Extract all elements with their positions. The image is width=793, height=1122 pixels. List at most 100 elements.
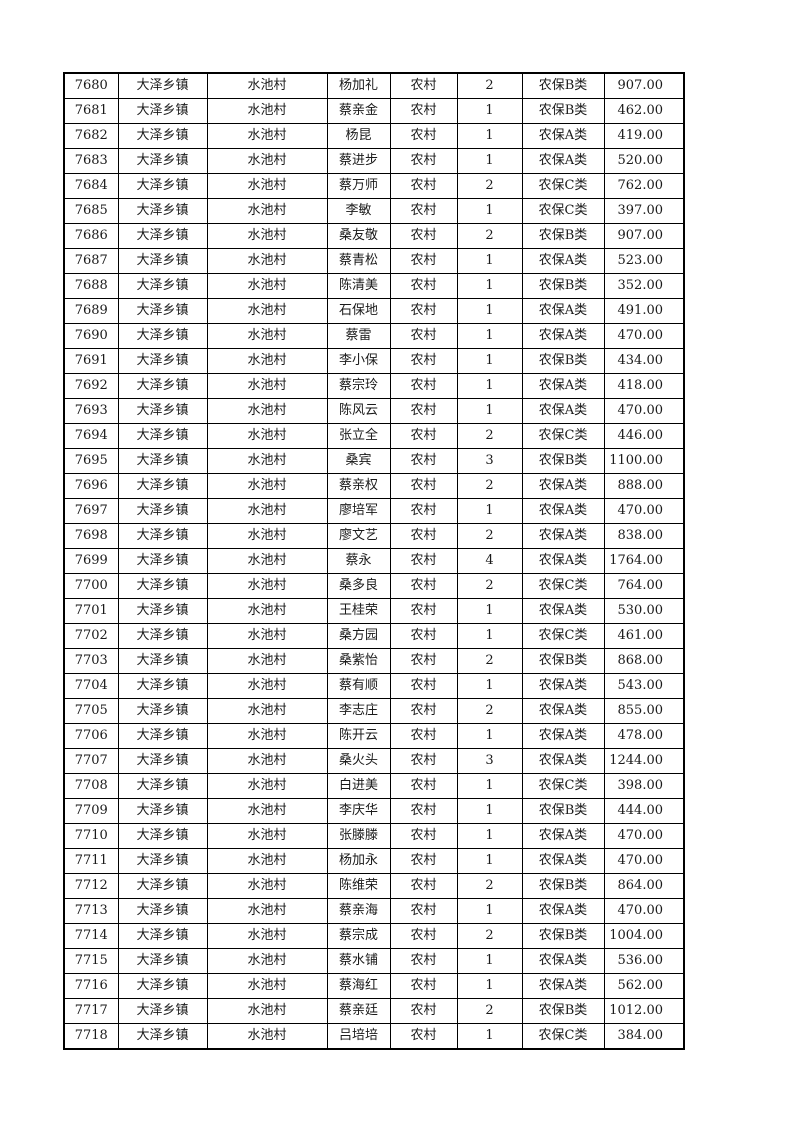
cell-residence-type: 农村 (389, 823, 458, 849)
cell-insurance-class: 农保A类 (521, 723, 605, 749)
cell-township: 大泽乡镇 (117, 498, 208, 524)
cell-insurance-class: 农保A类 (521, 748, 605, 774)
cell-residence-type: 农村 (389, 273, 458, 299)
cell-village: 水池村 (206, 798, 328, 824)
table-row: 7703 大泽乡镇 水池村 桑紫怡 农村 2 农保B类 868.00 (63, 648, 685, 674)
cell-person-count: 1 (456, 273, 523, 299)
cell-township: 大泽乡镇 (117, 598, 208, 624)
cell-amount: 1004.00 (603, 923, 685, 949)
cell-serial-no: 7703 (63, 648, 119, 674)
cell-insurance-class: 农保B类 (521, 648, 605, 674)
cell-serial-no: 7680 (63, 72, 119, 99)
cell-serial-no: 7700 (63, 573, 119, 599)
cell-residence-type: 农村 (389, 998, 458, 1024)
cell-amount: 762.00 (603, 173, 685, 199)
cell-person-count: 1 (456, 973, 523, 999)
cell-serial-no: 7698 (63, 523, 119, 549)
cell-residence-type: 农村 (389, 873, 458, 899)
cell-serial-no: 7693 (63, 398, 119, 424)
cell-name: 杨加礼 (326, 72, 391, 99)
cell-residence-type: 农村 (389, 948, 458, 974)
cell-village: 水池村 (206, 573, 328, 599)
cell-village: 水池村 (206, 223, 328, 249)
cell-person-count: 2 (456, 698, 523, 724)
cell-township: 大泽乡镇 (117, 923, 208, 949)
cell-name: 张滕滕 (326, 823, 391, 849)
cell-name: 蔡亲金 (326, 98, 391, 124)
cell-township: 大泽乡镇 (117, 123, 208, 149)
cell-amount: 543.00 (603, 673, 685, 699)
cell-person-count: 1 (456, 598, 523, 624)
cell-serial-no: 7681 (63, 98, 119, 124)
cell-serial-no: 7712 (63, 873, 119, 899)
cell-serial-no: 7699 (63, 548, 119, 574)
cell-residence-type: 农村 (389, 623, 458, 649)
cell-name: 蔡雷 (326, 323, 391, 349)
cell-residence-type: 农村 (389, 323, 458, 349)
cell-residence-type: 农村 (389, 673, 458, 699)
table-row: 7697 大泽乡镇 水池村 廖培军 农村 1 农保A类 470.00 (63, 498, 685, 524)
cell-amount: 491.00 (603, 298, 685, 324)
cell-township: 大泽乡镇 (117, 673, 208, 699)
table-row: 7694 大泽乡镇 水池村 张立全 农村 2 农保C类 446.00 (63, 423, 685, 449)
cell-village: 水池村 (206, 123, 328, 149)
cell-person-count: 1 (456, 798, 523, 824)
cell-person-count: 1 (456, 623, 523, 649)
cell-village: 水池村 (206, 548, 328, 574)
cell-person-count: 2 (456, 923, 523, 949)
cell-name: 陈维荣 (326, 873, 391, 899)
cell-residence-type: 农村 (389, 398, 458, 424)
cell-serial-no: 7691 (63, 348, 119, 374)
cell-residence-type: 农村 (389, 72, 458, 99)
cell-person-count: 1 (456, 848, 523, 874)
cell-insurance-class: 农保A类 (521, 498, 605, 524)
cell-name: 蔡海红 (326, 973, 391, 999)
table-row: 7704 大泽乡镇 水池村 蔡有顺 农村 1 农保A类 543.00 (63, 673, 685, 699)
cell-amount: 419.00 (603, 123, 685, 149)
cell-person-count: 1 (456, 1023, 523, 1050)
cell-serial-no: 7707 (63, 748, 119, 774)
cell-amount: 520.00 (603, 148, 685, 174)
cell-township: 大泽乡镇 (117, 998, 208, 1024)
cell-insurance-class: 农保B类 (521, 873, 605, 899)
cell-village: 水池村 (206, 98, 328, 124)
cell-residence-type: 农村 (389, 773, 458, 799)
cell-name: 张立全 (326, 423, 391, 449)
table-row: 7684 大泽乡镇 水池村 蔡万师 农村 2 农保C类 762.00 (63, 173, 685, 199)
cell-insurance-class: 农保B类 (521, 448, 605, 474)
cell-name: 桑宾 (326, 448, 391, 474)
cell-residence-type: 农村 (389, 423, 458, 449)
cell-village: 水池村 (206, 648, 328, 674)
cell-residence-type: 农村 (389, 723, 458, 749)
cell-name: 李小保 (326, 348, 391, 374)
cell-name: 桑紫怡 (326, 648, 391, 674)
cell-person-count: 2 (456, 998, 523, 1024)
table-row: 7690 大泽乡镇 水池村 蔡雷 农村 1 农保A类 470.00 (63, 323, 685, 349)
cell-amount: 384.00 (603, 1023, 685, 1050)
cell-serial-no: 7706 (63, 723, 119, 749)
cell-village: 水池村 (206, 248, 328, 274)
cell-township: 大泽乡镇 (117, 648, 208, 674)
cell-insurance-class: 农保A类 (521, 673, 605, 699)
cell-amount: 907.00 (603, 72, 685, 99)
cell-serial-no: 7694 (63, 423, 119, 449)
cell-name: 吕培培 (326, 1023, 391, 1050)
cell-serial-no: 7701 (63, 598, 119, 624)
cell-person-count: 2 (456, 423, 523, 449)
cell-name: 蔡有顺 (326, 673, 391, 699)
cell-amount: 446.00 (603, 423, 685, 449)
cell-residence-type: 农村 (389, 923, 458, 949)
cell-serial-no: 7684 (63, 173, 119, 199)
cell-village: 水池村 (206, 323, 328, 349)
cell-insurance-class: 农保B类 (521, 223, 605, 249)
cell-township: 大泽乡镇 (117, 748, 208, 774)
cell-name: 杨昆 (326, 123, 391, 149)
cell-amount: 398.00 (603, 773, 685, 799)
cell-township: 大泽乡镇 (117, 448, 208, 474)
cell-residence-type: 农村 (389, 648, 458, 674)
cell-amount: 461.00 (603, 623, 685, 649)
cell-name: 蔡亲权 (326, 473, 391, 499)
table-row: 7716 大泽乡镇 水池村 蔡海红 农村 1 农保A类 562.00 (63, 973, 685, 999)
cell-township: 大泽乡镇 (117, 398, 208, 424)
cell-amount: 462.00 (603, 98, 685, 124)
